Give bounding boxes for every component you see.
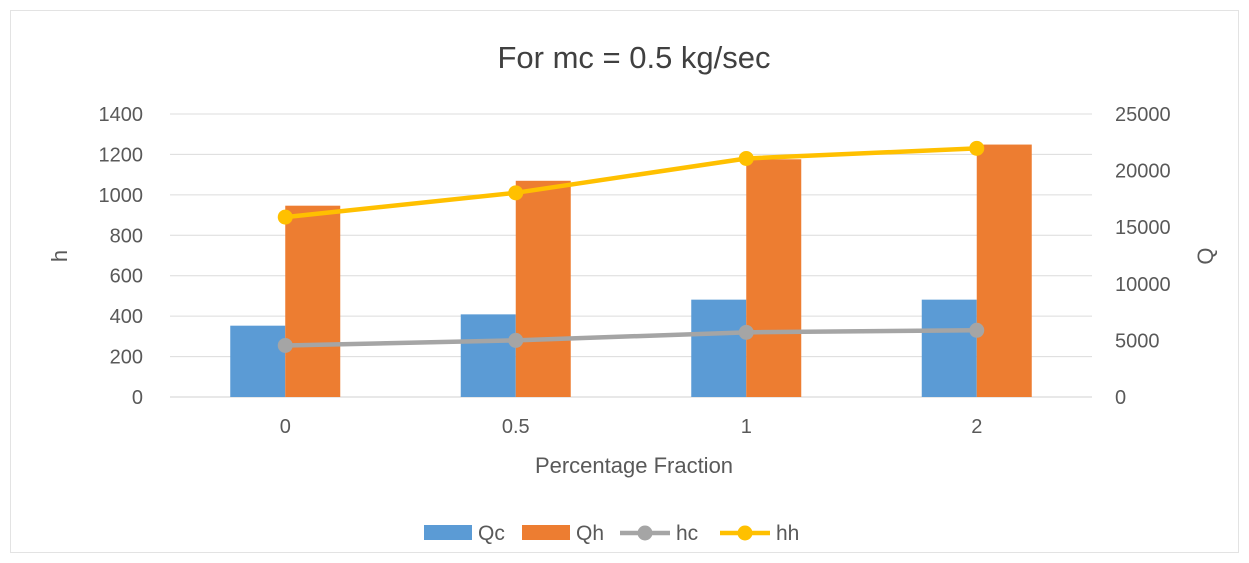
legend-marker-hc (637, 525, 653, 541)
left-tick-label: 200 (110, 347, 143, 369)
legend-label-qc: Qc (478, 522, 505, 545)
right-tick-label: 25000 (1115, 104, 1171, 126)
bar-qh (746, 159, 802, 397)
bar-qc (921, 299, 977, 397)
legend-swatch-qc (424, 525, 472, 540)
left-tick-label: 400 (110, 306, 143, 328)
marker-hh (738, 150, 754, 166)
legend-label-hc: hc (676, 522, 698, 545)
right-tick-label: 15000 (1115, 217, 1171, 239)
right-tick-label: 0 (1115, 387, 1126, 409)
x-tick-label: 0 (280, 416, 291, 438)
y-axis-right-title: Q (1193, 247, 1218, 264)
left-tick-label: 1000 (99, 185, 144, 207)
right-tick-label: 5000 (1115, 330, 1160, 352)
left-tick-label: 800 (110, 225, 143, 247)
y-axis-left-title: h (47, 250, 72, 262)
marker-hh (508, 185, 524, 201)
legend-swatch-qh (522, 525, 570, 540)
x-tick-label: 0.5 (502, 416, 530, 438)
marker-hc (508, 332, 524, 348)
legend-label-hh: hh (776, 522, 799, 545)
x-tick-label: 2 (971, 416, 982, 438)
left-axis-ticks: 0 200 400 600 800 1000 1200 1400 (99, 104, 144, 409)
line-hh (283, 146, 979, 220)
marker-hc (738, 324, 754, 340)
left-tick-label: 600 (110, 266, 143, 288)
right-tick-label: 20000 (1115, 161, 1171, 183)
marker-hc (969, 322, 985, 338)
marker-hc (277, 337, 293, 353)
x-axis-ticks: 0 0.5 1 2 (280, 416, 983, 438)
bar-qh (515, 180, 571, 397)
bar-qc (691, 299, 747, 397)
left-tick-label: 1400 (99, 104, 144, 126)
marker-hh (969, 140, 985, 156)
x-axis-title: Percentage Fraction (535, 453, 733, 478)
bar-qh (976, 144, 1032, 397)
marker-hh (277, 209, 293, 225)
chart-title: For mc = 0.5 kg/sec (497, 40, 770, 75)
line-hc (283, 328, 979, 348)
right-tick-label: 10000 (1115, 274, 1171, 296)
bar-qc (230, 325, 286, 397)
bar-qh (285, 205, 341, 397)
chart-frame (10, 10, 1239, 553)
left-tick-label: 0 (132, 387, 143, 409)
x-tick-label: 1 (741, 416, 752, 438)
bars (230, 144, 1032, 397)
left-tick-label: 1200 (99, 144, 144, 166)
right-axis-ticks: 0 5000 10000 15000 20000 25000 (1115, 104, 1171, 409)
legend-marker-hh (737, 525, 753, 541)
legend-label-qh: Qh (576, 522, 604, 545)
bar-qc (460, 314, 516, 397)
legend: Qc Qh hc hh (424, 522, 799, 545)
lines (277, 140, 985, 353)
